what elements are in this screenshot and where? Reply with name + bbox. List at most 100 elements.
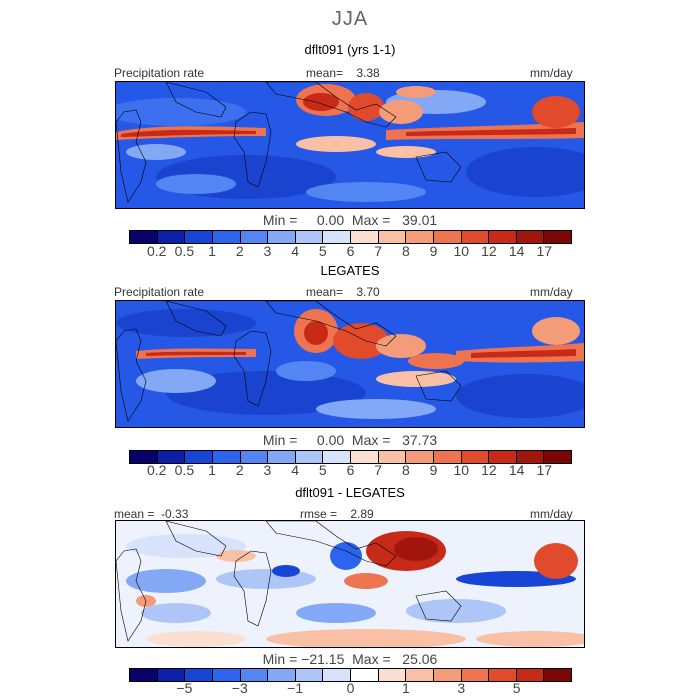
colorbar-swatch bbox=[185, 231, 213, 243]
colorbar-tick-label: 6 bbox=[346, 462, 355, 478]
colorbar-swatch bbox=[268, 451, 296, 463]
colorbar-swatch bbox=[544, 231, 571, 243]
colorbar-tick-label: 7 bbox=[374, 462, 383, 478]
panel-2-colorbar bbox=[129, 450, 572, 464]
colorbar-tick-label: 5 bbox=[318, 462, 327, 478]
colorbar-tick-label: 3 bbox=[457, 680, 466, 696]
colorbar-swatch bbox=[268, 231, 296, 243]
colorbar-swatch bbox=[544, 451, 571, 463]
colorbar-tick-label: 9 bbox=[429, 243, 438, 259]
colorbar-swatch bbox=[516, 451, 545, 463]
colorbar-swatch bbox=[157, 669, 186, 681]
panel-2-variable-label: Precipitation rate bbox=[114, 285, 205, 299]
colorbar-swatch bbox=[433, 231, 462, 243]
panel-1-variable-label: Precipitation rate bbox=[114, 66, 205, 80]
colorbar-swatch bbox=[351, 669, 379, 681]
colorbar-swatch bbox=[406, 451, 434, 463]
panel-3-rmse-label: rmse = 2.89 bbox=[300, 507, 374, 521]
panel-1-units-label: mm/day bbox=[530, 66, 573, 80]
colorbar-tick-label: 3 bbox=[263, 243, 272, 259]
colorbar-swatch bbox=[130, 451, 158, 463]
colorbar-swatch bbox=[489, 451, 517, 463]
panel-1-map-field bbox=[116, 82, 584, 208]
panel-3-units-label: mm/day bbox=[530, 507, 573, 521]
panel-2-colorbar-ticks: 0.2 0.5 1 2 3 4 5 6 7 8 9 10 12 14 17 bbox=[129, 462, 570, 478]
colorbar-swatch bbox=[212, 451, 241, 463]
colorbar-swatch bbox=[351, 231, 379, 243]
colorbar-tick-label: 1 bbox=[401, 680, 410, 696]
panel-3-title: dflt091 - LEGATES bbox=[295, 485, 405, 500]
colorbar-swatch bbox=[130, 231, 158, 243]
colorbar-tick-label: 12 bbox=[481, 243, 497, 259]
colorbar-swatch bbox=[489, 669, 517, 681]
colorbar-tick-label: 9 bbox=[429, 462, 438, 478]
panel-2-map bbox=[115, 300, 585, 428]
colorbar-swatch bbox=[130, 669, 158, 681]
panel-1-colorbar-ticks: 0.2 0.5 1 2 3 4 5 6 7 8 9 10 12 14 17 bbox=[129, 243, 570, 259]
colorbar-swatch bbox=[516, 669, 545, 681]
colorbar-swatch bbox=[157, 231, 186, 243]
colorbar-tick-label: 0.5 bbox=[174, 243, 195, 259]
colorbar-swatch bbox=[212, 231, 241, 243]
colorbar-swatch bbox=[295, 231, 324, 243]
colorbar-swatch bbox=[461, 451, 490, 463]
colorbar-swatch bbox=[461, 669, 490, 681]
colorbar-swatch bbox=[268, 669, 296, 681]
colorbar-tick-label: 8 bbox=[401, 243, 410, 259]
colorbar-tick-label: 8 bbox=[401, 462, 410, 478]
panel-2-minmax: Min = 0.00 Max = 37.73 bbox=[262, 432, 438, 448]
colorbar-tick-label: −1 bbox=[287, 680, 304, 696]
panel-3-map bbox=[115, 520, 585, 648]
panel-3-minmax: Min = −21.15 Max = 25.06 bbox=[262, 651, 438, 667]
colorbar-swatch bbox=[240, 669, 269, 681]
colorbar-tick-label: 0 bbox=[346, 680, 355, 696]
colorbar-tick-label: 0.2 bbox=[146, 462, 167, 478]
panel-3-mean-label: mean = -0.33 bbox=[114, 507, 189, 521]
colorbar-tick-label: 14 bbox=[508, 243, 525, 259]
colorbar-swatch bbox=[461, 231, 490, 243]
colorbar-swatch bbox=[157, 451, 186, 463]
colorbar-swatch bbox=[240, 451, 269, 463]
colorbar-tick-label: 4 bbox=[291, 243, 300, 259]
colorbar-swatch bbox=[406, 231, 434, 243]
colorbar-swatch bbox=[433, 451, 462, 463]
panel-3-colorbar-ticks: −5 −3 −1 0 1 3 5 bbox=[129, 680, 570, 696]
colorbar-swatch bbox=[516, 231, 545, 243]
colorbar-tick-label: 1 bbox=[208, 243, 216, 259]
colorbar-tick-label: 2 bbox=[235, 462, 244, 478]
panel-1-colorbar bbox=[129, 230, 572, 244]
colorbar-tick-label: −5 bbox=[176, 680, 193, 696]
colorbar-tick-label: 12 bbox=[481, 462, 497, 478]
panel-2-mean-label: mean= 3.70 bbox=[306, 285, 380, 299]
panel-1-title: dflt091 (yrs 1-1) bbox=[304, 42, 396, 57]
colorbar-tick-label: 10 bbox=[453, 243, 470, 259]
colorbar-tick-label: 1 bbox=[208, 462, 216, 478]
colorbar-swatch bbox=[185, 669, 213, 681]
colorbar-tick-label: 14 bbox=[508, 462, 525, 478]
panel-2-map-field bbox=[116, 301, 584, 427]
colorbar-swatch bbox=[544, 669, 571, 681]
colorbar-tick-label: 17 bbox=[536, 243, 553, 259]
season-title: JJA bbox=[331, 8, 369, 30]
colorbar-tick-label: 0.2 bbox=[146, 243, 167, 259]
colorbar-tick-label: 3 bbox=[263, 462, 272, 478]
colorbar-swatch bbox=[433, 669, 462, 681]
colorbar-tick-label: 17 bbox=[536, 462, 553, 478]
colorbar-swatch bbox=[185, 451, 213, 463]
colorbar-swatch bbox=[378, 231, 407, 243]
colorbar-swatch bbox=[406, 669, 434, 681]
colorbar-tick-label: 4 bbox=[291, 462, 300, 478]
colorbar-swatch bbox=[295, 451, 324, 463]
panel-2-units-label: mm/day bbox=[530, 285, 573, 299]
colorbar-swatch bbox=[295, 669, 324, 681]
colorbar-tick-label: 0.5 bbox=[174, 462, 195, 478]
panel-1-mean-label: mean= 3.38 bbox=[306, 66, 380, 80]
panel-3-colorbar bbox=[129, 668, 572, 682]
colorbar-tick-label: 7 bbox=[374, 243, 383, 259]
colorbar-swatch bbox=[212, 669, 241, 681]
panel-1-minmax: Min = 0.00 Max = 39.01 bbox=[262, 212, 438, 228]
colorbar-tick-label: 6 bbox=[346, 243, 355, 259]
colorbar-tick-label: −3 bbox=[231, 680, 248, 696]
colorbar-swatch bbox=[323, 669, 351, 681]
colorbar-tick-label: 5 bbox=[512, 680, 521, 696]
